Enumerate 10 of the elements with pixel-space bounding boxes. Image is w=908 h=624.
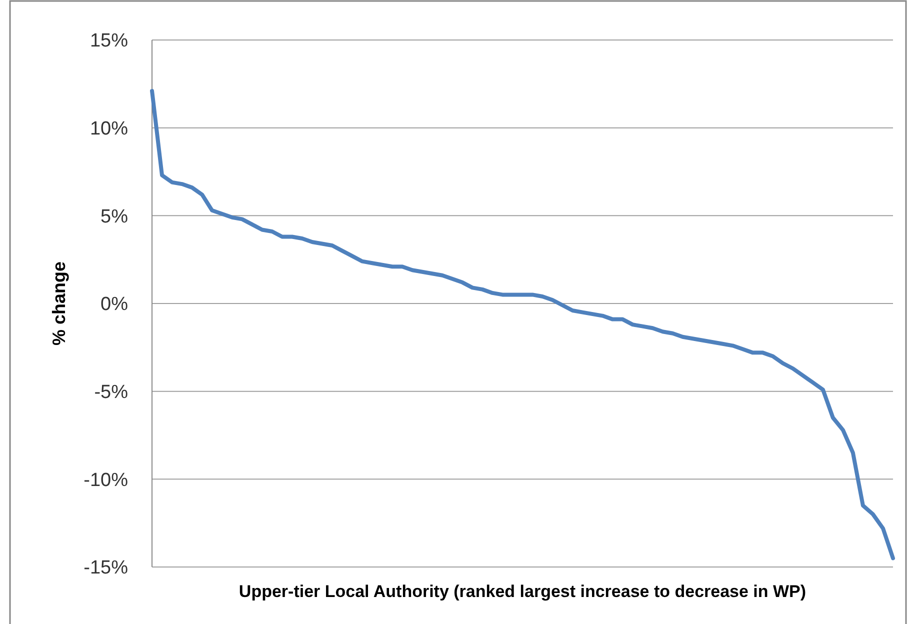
y-tick-label: -15% [84,558,128,579]
y-tick-label: 0% [100,294,128,316]
y-tick-label: 5% [100,206,128,228]
y-axis-title: % change [49,261,69,346]
y-tick-label: -10% [84,470,128,491]
y-tick-label: -5% [94,382,128,403]
y-tick-label: 15% [90,30,128,52]
y-tick-label: 10% [90,118,128,140]
line-series [150,88,895,560]
x-axis-title: Upper-tier Local Authority (ranked largest increase to decrease in WP) [238,582,806,601]
